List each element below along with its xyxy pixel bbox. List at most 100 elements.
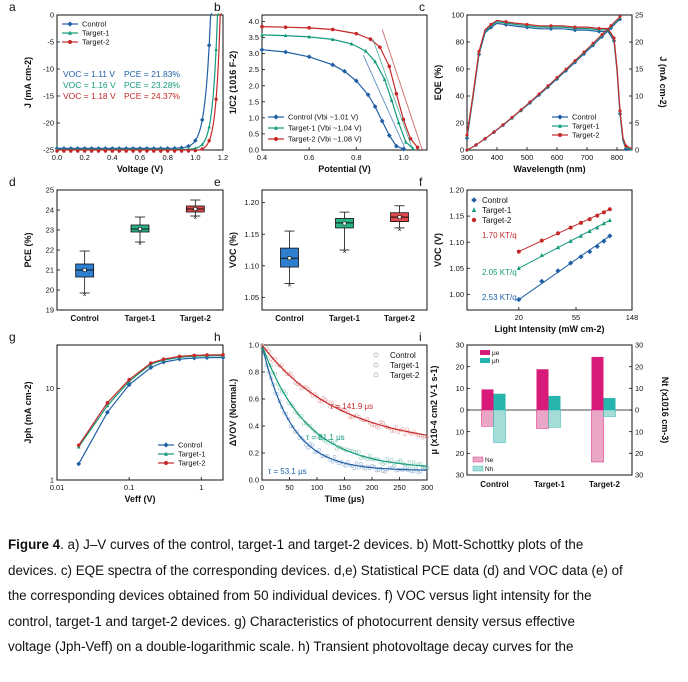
tpv-point <box>348 415 352 420</box>
ms-point <box>330 62 336 68</box>
jv-point <box>207 139 211 143</box>
tpv-point <box>392 463 396 468</box>
panel-letter: e <box>214 175 221 189</box>
tpv-point <box>381 469 385 474</box>
x-tick-label: 250 <box>393 483 406 492</box>
mu-e-bar <box>536 369 549 410</box>
tpv-point <box>425 465 429 469</box>
voc-point <box>601 238 607 244</box>
y2-tick-label: 10 <box>635 427 643 436</box>
nt-h-bar <box>548 409 561 428</box>
tpv-point <box>317 436 322 440</box>
eqe-point <box>477 49 481 54</box>
y-tick-label: 22 <box>46 246 54 255</box>
ms-point <box>415 145 420 150</box>
integrated-j-point <box>564 67 568 71</box>
tpv-point <box>389 458 394 462</box>
y-tick-label: 0 <box>460 406 464 415</box>
box-outlier: × <box>193 215 197 222</box>
y-tick-label: 80 <box>456 38 464 47</box>
tpv-point <box>392 429 396 433</box>
ms-curve-Target-1 <box>261 34 414 149</box>
tpv-point <box>332 440 337 445</box>
y-axis-title: Jph (mA cm-2) <box>23 381 33 443</box>
integrated-j-point <box>537 92 541 96</box>
jv-point <box>193 146 198 150</box>
voc-point <box>516 265 521 271</box>
voc-point <box>555 268 561 274</box>
legend-marker <box>373 362 379 368</box>
integrated-j-point <box>483 137 487 141</box>
y-tick-label: 1 <box>50 476 54 485</box>
voc-point <box>578 233 583 238</box>
tpv-point <box>321 396 326 400</box>
x-tick-label: 100 <box>311 483 324 492</box>
jv-point <box>207 124 211 129</box>
eqe-point <box>465 133 469 137</box>
tpv-point <box>330 401 335 405</box>
plot-frame <box>466 14 633 151</box>
ms-point <box>354 31 359 36</box>
voc-point <box>587 217 592 222</box>
box-mean <box>193 207 198 211</box>
legend-marker <box>471 207 477 212</box>
legend-label: Target-2 <box>482 216 512 225</box>
tpv-point <box>389 429 394 433</box>
tpv-point <box>334 447 339 451</box>
jv-point <box>82 149 87 153</box>
tpv-point <box>323 397 328 402</box>
ms-point <box>330 27 335 32</box>
plot-frame <box>56 344 224 481</box>
legend-marker <box>274 125 278 130</box>
tpv-fit <box>261 344 427 471</box>
panel-letter: f <box>419 175 423 189</box>
tpv-point <box>394 424 399 429</box>
y2-tick-label: 10 <box>635 384 643 393</box>
box-mean <box>342 221 347 226</box>
legend-label: Control <box>178 441 203 450</box>
jv-point <box>89 149 94 153</box>
x-tick-label: 0.8 <box>351 153 361 162</box>
y-tick-label: 100 <box>451 11 464 20</box>
x-tick-label: 0.8 <box>162 153 172 162</box>
y-tick-label: -10 <box>43 65 54 74</box>
voc-point <box>568 260 574 266</box>
y-tick-label: 25 <box>46 186 54 195</box>
ms-point <box>368 37 373 41</box>
y-tick-label: -15 <box>43 92 54 101</box>
pce-annotation: PCE = 21.83% <box>124 69 180 79</box>
legend-marker <box>557 114 563 120</box>
jv-point <box>110 149 115 153</box>
y-tick-label: 0.4 <box>249 422 259 431</box>
ms-point <box>365 92 371 98</box>
ms-point <box>389 97 394 102</box>
tau-annotation: τ = 141.9 μs <box>330 402 373 411</box>
y-tick-label: 21 <box>46 266 54 275</box>
jv-point <box>206 42 212 48</box>
jv-point <box>55 149 59 153</box>
voc-annotation: VOC = 1.18 V <box>63 91 116 101</box>
legend-marker <box>471 197 477 203</box>
legend-label: Control <box>82 20 107 29</box>
ms-point <box>363 48 368 53</box>
caption-line-3: the corresponding devices obtained from … <box>8 588 592 603</box>
x-tick-label: 700 <box>581 153 594 162</box>
eqe-point <box>624 144 628 148</box>
ms-point <box>307 26 311 30</box>
slope-annotation: 2.05 KT/q <box>482 268 517 277</box>
mu-h-bar <box>493 393 506 410</box>
ms-curve-Target-2 <box>261 26 419 148</box>
ms-point <box>259 47 265 53</box>
x-tick-label: 1.0 <box>398 153 408 162</box>
panel-f: f 20 55 148 1.00 1.05 1.10 1.15 1.20 Light Intens… <box>419 175 638 334</box>
tpv-point <box>411 469 416 474</box>
voc-point <box>568 238 573 243</box>
tpv-point <box>301 421 306 426</box>
y-tick-label: 1.15 <box>449 212 464 221</box>
jv-point <box>131 149 135 153</box>
box-outlier: × <box>342 249 346 256</box>
ms-point <box>386 133 392 138</box>
caption-line-4: control, target-1 and target-2 devices. … <box>8 613 575 629</box>
legend-label: Target-2 <box>178 459 206 468</box>
x-axis-title: Wavelength (nm) <box>513 164 585 174</box>
